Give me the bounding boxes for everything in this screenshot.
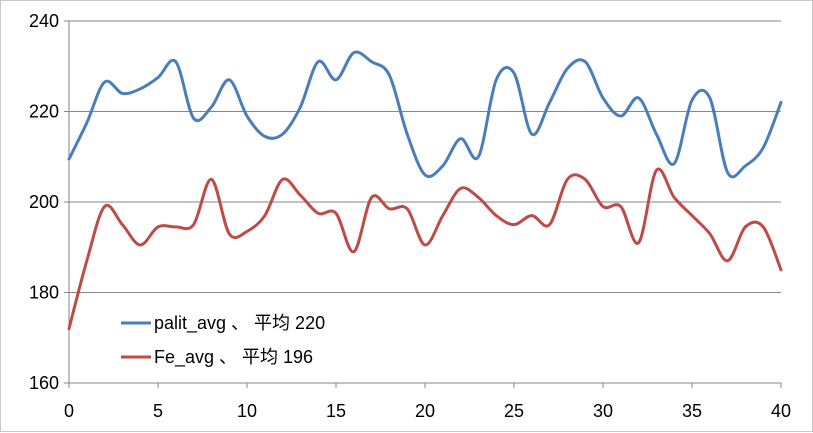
x-tick-label: 10	[237, 401, 257, 421]
legend-label-0: palit_avg 、 平均 220	[154, 313, 325, 334]
y-tick-label: 160	[29, 373, 59, 393]
x-tick-label: 35	[682, 401, 702, 421]
x-tick-label: 0	[64, 401, 74, 421]
x-tick-label: 15	[326, 401, 346, 421]
series-lines	[67, 50, 783, 331]
x-tick-label: 25	[504, 401, 524, 421]
series-line-0	[67, 50, 783, 179]
y-tick-label: 240	[29, 11, 59, 31]
series-line-1	[67, 167, 783, 331]
legend: palit_avg 、 平均 220 Fe_avg 、 平均 196	[121, 313, 325, 368]
legend-label-1: Fe_avg 、 平均 196	[154, 347, 313, 368]
x-tick-label: 5	[153, 401, 163, 421]
x-tick-label: 40	[771, 401, 791, 421]
axes: 160 180 200 220 240 0 5 10 15 20 25 30 35 40	[29, 11, 791, 421]
y-tick-label: 200	[29, 192, 59, 212]
y-tick-label: 180	[29, 283, 59, 303]
y-tick-label: 220	[29, 102, 59, 122]
x-tick-label: 20	[415, 401, 435, 421]
x-tick-label: 30	[593, 401, 613, 421]
